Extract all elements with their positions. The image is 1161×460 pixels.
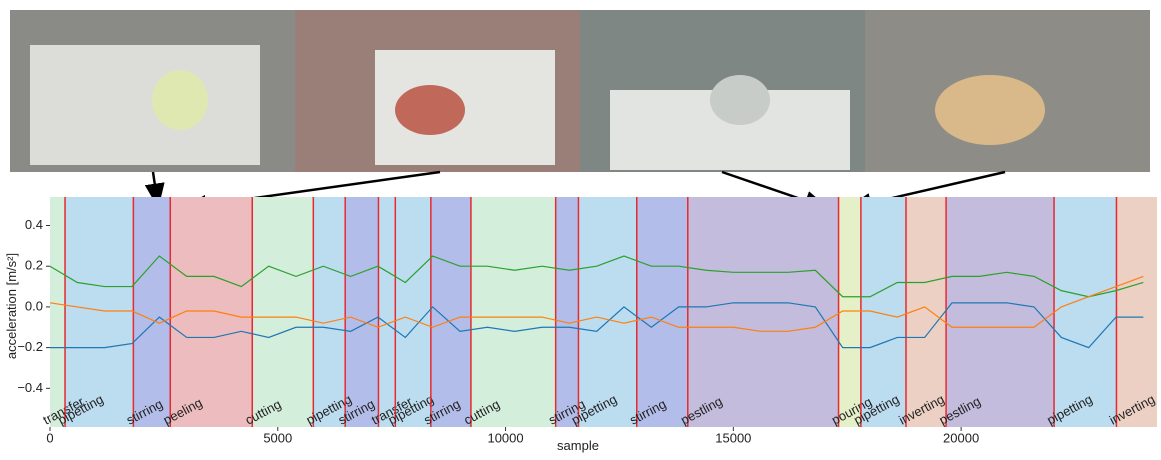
activity-span (345, 197, 378, 427)
y-tick-label: 0.0 (25, 298, 43, 313)
activity-span (688, 197, 839, 427)
activity-span (378, 197, 395, 427)
activity-span (252, 197, 313, 427)
y-tick-label: 0.2 (25, 258, 43, 273)
photos (10, 10, 1150, 172)
x-axis-label: sample (557, 438, 599, 453)
activity-span (1116, 197, 1157, 427)
y-axis-label: acceleration [m/s²] (4, 253, 19, 359)
y-tick-label: −0.2 (17, 339, 43, 354)
x-tick-label: 15000 (715, 430, 751, 445)
activity-span (578, 197, 636, 427)
photo-beaker (710, 75, 770, 125)
figure: transferpipettingstirringpeelingcuttingp… (0, 0, 1161, 455)
activity-span (861, 197, 906, 427)
y-tick-label: −0.4 (17, 380, 43, 395)
x-tick-label: 10000 (487, 430, 523, 445)
activity-span (170, 197, 252, 427)
photo-board (30, 45, 260, 165)
activity-span (313, 197, 345, 427)
x-tick-label: 0 (46, 430, 53, 445)
activity-span (637, 197, 688, 427)
activity-span (50, 197, 65, 427)
activity-span (133, 197, 170, 427)
photo-beaker (152, 70, 208, 130)
activity-span (556, 197, 579, 427)
x-tick-label: 20000 (943, 430, 979, 445)
photo-liquid (935, 75, 1045, 145)
x-tick-label: 5000 (263, 430, 292, 445)
photo-tomato (395, 85, 465, 135)
activity-span (431, 197, 471, 427)
y-tick-label: 0.4 (25, 217, 43, 232)
activity-span (471, 197, 556, 427)
